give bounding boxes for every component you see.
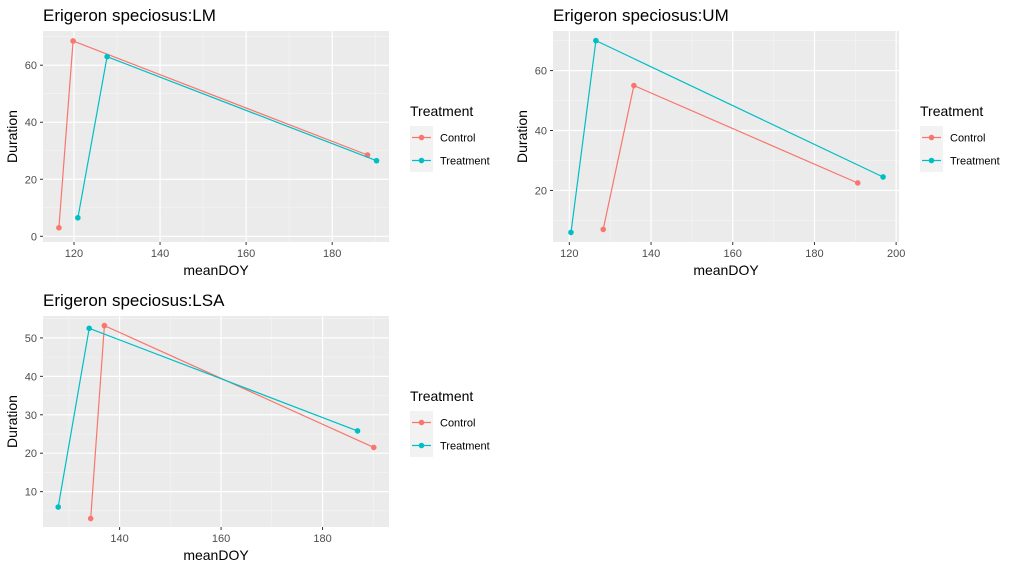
legend-point-control <box>418 419 425 426</box>
y-tick-label: 50 <box>25 333 37 345</box>
y-tick-label: 30 <box>25 410 37 422</box>
x-tick-label: 140 <box>110 533 128 545</box>
chart-panel-1: Erigeron speciosus:LM 120 140 160 180 0 20 40 60… <box>4 6 490 278</box>
data-point-treatment <box>86 325 92 332</box>
x-tick-label: 160 <box>212 533 230 545</box>
plot-background <box>553 31 899 242</box>
x-tick-label: 120 <box>65 248 83 260</box>
legend-label-treatment: Treatment <box>950 156 1000 168</box>
legend-point-treatment <box>928 157 935 164</box>
x-tick-label: 160 <box>237 248 255 260</box>
y-axis-title: Duration <box>4 395 20 448</box>
x-tick-label: 180 <box>313 533 331 545</box>
data-point-control <box>70 38 76 44</box>
x-tick-label: 160 <box>724 248 742 260</box>
y-axis-title: Duration <box>4 110 20 163</box>
x-tick-label: 200 <box>887 248 905 260</box>
data-point-treatment <box>104 53 110 60</box>
y-axis-title: Duration <box>514 110 530 163</box>
data-point-treatment <box>593 37 599 44</box>
y-tick-label: 40 <box>535 126 547 138</box>
legend-point-treatment <box>418 442 425 449</box>
plot-background <box>43 316 389 527</box>
x-tick-label: 140 <box>151 248 169 260</box>
y-tick-label: 20 <box>25 174 37 186</box>
legend-label-treatment: Treatment <box>440 441 490 453</box>
legend-point-treatment <box>418 157 425 164</box>
x-tick-label: 180 <box>323 248 341 260</box>
legend-point-control <box>418 134 425 141</box>
legend-title: Treatment <box>410 103 473 119</box>
x-axis-title: meanDOY <box>693 262 759 278</box>
legend: Treatment Control Treatment <box>920 103 1000 172</box>
chart-panel-3: Erigeron speciosus:LSA 140 160 180 10 20 30 40 5… <box>4 291 490 563</box>
data-point-treatment <box>568 229 574 236</box>
y-tick-label: 10 <box>25 487 37 499</box>
x-tick-label: 120 <box>560 248 578 260</box>
data-point-treatment <box>354 428 361 434</box>
x-tick-label: 180 <box>805 248 823 260</box>
x-axis-title: meanDOY <box>183 262 249 278</box>
y-tick-label: 20 <box>535 185 547 197</box>
chart-title: Erigeron speciosus:LSA <box>43 291 225 310</box>
data-point-control <box>87 515 94 522</box>
y-tick-label: 60 <box>535 66 547 78</box>
y-tick-label: 0 <box>31 231 37 243</box>
legend-label-control: Control <box>440 133 475 145</box>
data-point-control <box>56 224 62 231</box>
plot-background <box>43 31 389 242</box>
legend: Treatment Control Treatment <box>410 388 490 457</box>
legend-label-treatment: Treatment <box>440 156 490 168</box>
legend-label-control: Control <box>950 133 985 145</box>
data-point-control <box>101 322 108 329</box>
data-point-control <box>631 82 637 89</box>
y-tick-label: 40 <box>25 117 37 129</box>
legend-point-control <box>928 134 935 141</box>
data-point-control <box>600 226 607 233</box>
y-tick-label: 20 <box>25 448 37 460</box>
chart-panel-2: Erigeron speciosus:UM 120 140 160 180 200 20 40… <box>514 6 1000 278</box>
data-point-treatment <box>880 174 886 180</box>
y-tick-label: 60 <box>25 60 37 72</box>
legend-title: Treatment <box>410 388 473 404</box>
x-tick-label: 140 <box>642 248 660 260</box>
data-point-treatment <box>75 214 81 221</box>
y-tick-label: 40 <box>25 371 37 383</box>
data-point-treatment <box>55 504 62 510</box>
data-point-treatment <box>373 157 380 164</box>
legend-title: Treatment <box>920 103 983 119</box>
chart-title: Erigeron speciosus:UM <box>553 6 729 25</box>
legend-label-control: Control <box>440 418 475 430</box>
legend: Treatment Control Treatment <box>410 103 490 172</box>
chart-title: Erigeron speciosus:LM <box>43 6 216 25</box>
data-point-control <box>854 180 861 186</box>
data-point-control <box>370 444 377 451</box>
x-axis-title: meanDOY <box>183 547 249 563</box>
